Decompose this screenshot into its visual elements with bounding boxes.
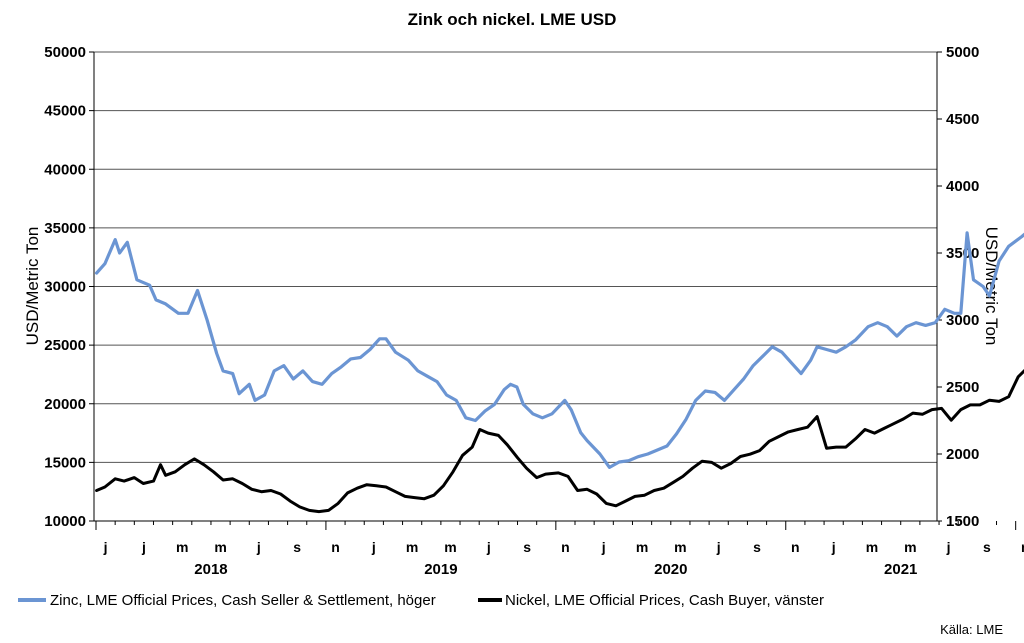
legend-label-nickel: Nickel, LME Official Prices, Cash Buyer,…: [505, 592, 824, 609]
y-left-tick-label: 50000: [44, 44, 86, 61]
x-month-label: n: [1021, 539, 1024, 555]
legend-label-zinc: Zinc, LME Official Prices, Cash Seller &…: [50, 592, 436, 609]
x-month-label: j: [486, 539, 491, 555]
y-right-tick-label: 4500: [946, 111, 979, 128]
gridlines: [94, 51, 937, 463]
x-axis: jjmmjsnjmmjsnjmmjsnjmmjsnjmmjsnjmmjsn201…: [94, 520, 1024, 578]
y-left-tick-label: 10000: [44, 513, 86, 530]
legend: Zinc, LME Official Prices, Cash Seller &…: [18, 592, 824, 609]
chart-title: Zink och nickel. LME USD: [408, 10, 617, 29]
x-month-label: n: [791, 539, 800, 555]
x-month-label: j: [256, 539, 261, 555]
x-month-label: s: [753, 539, 761, 555]
x-month-label: m: [176, 539, 188, 555]
x-year-label: 2019: [424, 561, 457, 578]
y-axis-left-label: USD/Metric Ton: [23, 227, 42, 346]
x-month-label: m: [904, 539, 916, 555]
x-month-label: j: [103, 539, 108, 555]
x-year-label: 2018: [194, 561, 227, 578]
x-month-label: m: [214, 539, 226, 555]
x-month-label: n: [331, 539, 340, 555]
y-left-tick-label: 20000: [44, 396, 86, 413]
y-right-tick-label: 4000: [946, 178, 979, 195]
x-month-label: n: [561, 539, 570, 555]
x-year-label: 2021: [884, 561, 917, 578]
y-left-tick-label: 45000: [44, 103, 86, 120]
x-month-label: s: [293, 539, 301, 555]
y-right-tick-label: 5000: [946, 44, 979, 61]
x-month-label: m: [406, 539, 418, 555]
x-month-label: m: [444, 539, 456, 555]
series-line-zinc: [95, 231, 1024, 469]
y-right-tick-label: 3500: [946, 245, 979, 262]
source-note: Källa: LME: [940, 622, 1003, 637]
y-left-tick-label: 35000: [44, 220, 86, 237]
y-left-tick-label: 30000: [44, 279, 86, 296]
x-month-label: j: [831, 539, 836, 555]
y-right-tick-label: 1500: [946, 513, 979, 530]
series-lines: [95, 231, 1024, 514]
y-right-tick-label: 3000: [946, 312, 979, 329]
y-left-tick-label: 15000: [44, 454, 86, 471]
x-month-label: j: [601, 539, 606, 555]
y-right-tick-label: 2500: [946, 379, 979, 396]
x-month-label: m: [636, 539, 648, 555]
x-month-label: s: [983, 539, 991, 555]
x-month-label: j: [946, 539, 951, 555]
y-axis-left: 10000 15000 20000 25000 30000 35000 40000 45000…: [44, 44, 95, 530]
y-left-tick-label: 40000: [44, 161, 86, 178]
x-month-label: s: [523, 539, 531, 555]
x-month-label: j: [371, 539, 376, 555]
x-month-label: j: [716, 539, 721, 555]
series-line-nickel: [95, 369, 1024, 514]
x-month-label: m: [674, 539, 686, 555]
y-right-tick-label: 2000: [946, 446, 979, 463]
y-left-tick-label: 25000: [44, 337, 86, 354]
x-month-label: m: [866, 539, 878, 555]
x-month-label: j: [141, 539, 146, 555]
y-axis-right: 1500 2000 2500 3000 3500 4000 4500 5000: [936, 44, 979, 530]
x-year-label: 2020: [654, 561, 687, 578]
